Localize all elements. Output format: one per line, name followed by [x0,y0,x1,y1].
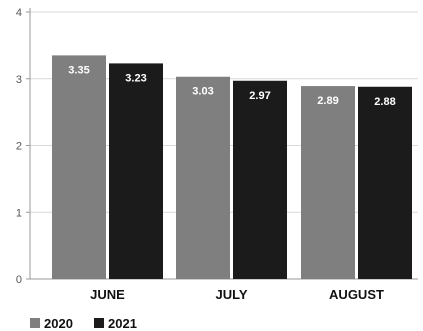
data-label: 3.03 [192,86,213,98]
data-label: 3.23 [125,72,146,84]
legend-label: 2020 [44,316,73,331]
y-tick-label: 0 [16,274,22,286]
y-tick-label: 3 [16,74,22,86]
category-label: JUNE [90,287,125,302]
bar-2021-june [109,63,163,280]
data-label: 3.35 [68,64,89,76]
data-label: 2.89 [317,95,338,107]
y-tick-label: 2 [16,141,22,153]
data-label: 2.88 [374,96,395,108]
bar-2020-july [176,76,230,279]
bar-2020-june [52,55,106,280]
data-label: 2.97 [249,90,270,102]
legend-swatch-2021 [94,318,104,328]
bar-2021-august [358,86,412,279]
category-label: JULY [215,287,247,302]
legend-swatch-2020 [30,318,40,328]
bar-2020-august [301,86,355,279]
y-tick-label: 4 [16,7,22,19]
bar-2021-july [233,80,287,279]
legend-label: 2021 [108,316,137,331]
y-tick-label: 1 [16,207,22,219]
category-label: AUGUST [329,287,384,302]
